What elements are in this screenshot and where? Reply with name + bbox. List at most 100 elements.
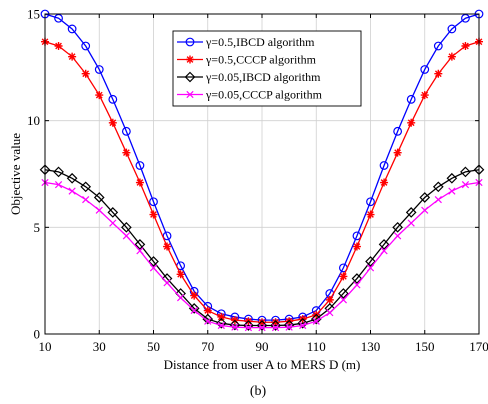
data-point — [135, 161, 145, 170]
data-point — [68, 52, 77, 61]
data-point — [379, 161, 389, 170]
y-tick-label: 0 — [34, 327, 41, 342]
data-point — [461, 181, 470, 189]
data-point — [366, 197, 375, 207]
data-point — [406, 94, 416, 104]
data-point — [271, 323, 280, 332]
data-point — [407, 219, 415, 227]
legend: γ=0.5,IBCD algorithm γ=0.5,CCCP algorithm… — [172, 30, 362, 107]
data-point — [421, 206, 429, 214]
x-tick-label: 130 — [361, 339, 381, 354]
data-point — [365, 256, 376, 267]
x-tick-label: 150 — [415, 339, 435, 354]
data-point — [80, 181, 92, 193]
data-point — [352, 231, 362, 241]
data-point — [446, 172, 458, 184]
data-point — [162, 231, 172, 241]
series-4 — [41, 178, 483, 332]
data-point — [419, 192, 431, 203]
data-point — [82, 195, 90, 204]
data-point — [136, 247, 144, 255]
data-point — [339, 296, 347, 304]
data-point — [461, 42, 470, 50]
data-point — [326, 309, 334, 317]
data-point — [392, 221, 403, 233]
data-point — [177, 294, 185, 302]
x-tick-label: 90 — [256, 339, 269, 354]
data-point — [380, 247, 388, 255]
data-point — [256, 320, 268, 331]
data-point — [393, 148, 402, 157]
data-point — [186, 55, 194, 64]
series-group — [39, 9, 485, 332]
data-point — [243, 320, 254, 331]
data-point — [190, 291, 199, 300]
data-point — [258, 318, 266, 327]
x-tick-label: 50 — [147, 339, 160, 354]
data-point — [149, 264, 158, 272]
data-point — [81, 69, 90, 78]
data-point — [351, 273, 363, 284]
data-point — [54, 42, 63, 50]
series-line — [44, 169, 480, 327]
data-point — [67, 24, 77, 34]
data-point — [380, 178, 389, 187]
data-point — [394, 232, 402, 240]
data-point — [231, 323, 239, 331]
data-point — [215, 317, 227, 329]
data-point — [185, 37, 195, 47]
data-point — [149, 210, 158, 219]
data-point — [134, 239, 146, 250]
data-point — [94, 65, 104, 74]
data-point — [135, 178, 144, 187]
data-point — [460, 166, 471, 178]
data-point — [203, 306, 212, 315]
data-point — [204, 317, 212, 325]
data-point — [447, 24, 457, 34]
data-point — [271, 318, 280, 327]
legend-item: γ=0.05,IBCD algorithm — [177, 70, 321, 84]
data-point — [299, 321, 307, 330]
legend-label: γ=0.05,CCCP algorithm — [205, 88, 323, 102]
data-point — [352, 242, 361, 251]
data-point — [107, 207, 119, 218]
data-point — [312, 317, 320, 325]
legend-item: γ=0.5,IBCD algorithm — [177, 35, 315, 49]
data-point — [378, 239, 390, 250]
data-point — [149, 197, 158, 207]
data-point — [420, 65, 430, 74]
data-point — [81, 41, 91, 51]
x-tick-label: 110 — [307, 339, 326, 354]
data-point — [95, 91, 104, 100]
x-tick-label: 10 — [39, 339, 52, 354]
legend-label: γ=0.5,CCCP algorithm — [205, 53, 317, 67]
legend-item: γ=0.5,CCCP algorithm — [177, 53, 317, 67]
data-point — [202, 313, 214, 325]
x-tick-label: 70 — [201, 339, 214, 354]
data-point — [217, 321, 225, 330]
x-tick-label: 170 — [469, 339, 488, 354]
data-point — [353, 281, 361, 289]
data-point — [108, 94, 118, 104]
data-point — [447, 52, 456, 61]
data-point — [229, 319, 241, 331]
data-point — [258, 323, 266, 332]
data-point — [448, 187, 456, 195]
data-point — [121, 126, 131, 136]
data-point — [433, 41, 443, 51]
data-point — [432, 181, 444, 193]
data-point — [66, 172, 78, 184]
figure-caption: (b) — [250, 384, 267, 399]
axis-ticks: 10 30 50 70 90 110 130 150 170 0 5 10 15 — [27, 7, 488, 355]
data-point — [420, 91, 429, 100]
y-tick-label: 15 — [27, 7, 40, 22]
data-point — [405, 207, 417, 218]
data-point — [122, 148, 131, 157]
y-tick-label: 10 — [27, 113, 40, 128]
legend-item: γ=0.05,CCCP algorithm — [177, 88, 323, 102]
data-point — [54, 181, 63, 189]
data-point — [270, 320, 281, 331]
data-point — [283, 319, 295, 331]
data-point — [109, 219, 117, 227]
data-point — [95, 206, 103, 214]
